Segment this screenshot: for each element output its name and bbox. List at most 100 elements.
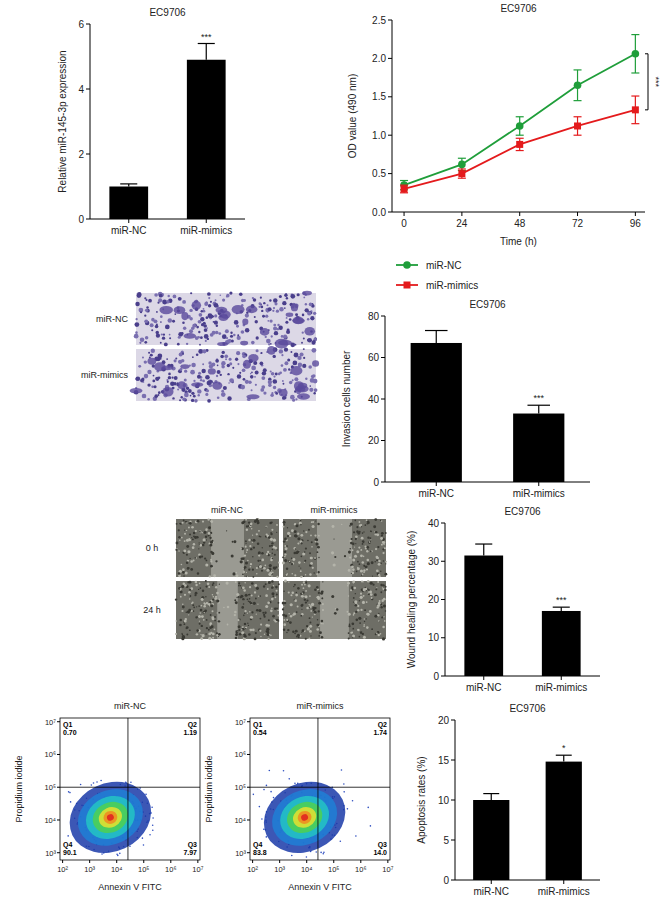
density-contour bbox=[60, 769, 163, 860]
texture-dot bbox=[296, 611, 298, 613]
texture-dot bbox=[216, 599, 219, 602]
cell-dot bbox=[160, 315, 163, 318]
texture-dot bbox=[381, 544, 383, 546]
texture-dot bbox=[183, 623, 185, 625]
significance: *** bbox=[533, 393, 544, 403]
plot-area bbox=[400, 35, 639, 193]
cell-dot bbox=[239, 372, 241, 374]
texture-dot bbox=[288, 581, 289, 582]
texture-dot bbox=[258, 629, 261, 632]
cell-dot bbox=[226, 296, 228, 298]
texture-dot bbox=[210, 604, 213, 607]
density-contour bbox=[79, 788, 142, 847]
error-line bbox=[483, 544, 484, 555]
texture-dot bbox=[304, 562, 305, 563]
texture-dot bbox=[241, 606, 244, 609]
cell-dot bbox=[160, 321, 162, 323]
texture-dot bbox=[238, 585, 240, 587]
texture-dot bbox=[196, 606, 197, 607]
error-cap bbox=[516, 138, 524, 139]
cell-dot bbox=[168, 373, 171, 376]
y-axis bbox=[90, 24, 91, 219]
texture-dot bbox=[196, 557, 197, 558]
texture-dot bbox=[370, 551, 372, 553]
texture-dot bbox=[205, 585, 207, 587]
texture-dot bbox=[371, 628, 373, 630]
texture-dot bbox=[272, 553, 273, 554]
texture-dot bbox=[245, 543, 246, 544]
texture-dot bbox=[244, 554, 246, 556]
texture-dot bbox=[258, 530, 260, 532]
texture-dot bbox=[267, 638, 269, 640]
texture-dot bbox=[203, 538, 206, 541]
cell-dot bbox=[263, 391, 266, 394]
texture-dot bbox=[199, 583, 201, 585]
cell-dot bbox=[287, 359, 290, 362]
texture-dot bbox=[182, 522, 184, 524]
error-bar bbox=[631, 35, 639, 73]
cell-dot bbox=[140, 338, 145, 343]
texture-dot bbox=[248, 521, 250, 523]
cell-dot bbox=[311, 341, 315, 345]
image-background bbox=[136, 293, 316, 345]
cell-dot bbox=[210, 301, 212, 303]
texture-dot bbox=[294, 584, 296, 586]
texture-dot bbox=[249, 545, 251, 547]
texture-dot bbox=[282, 608, 284, 610]
texture-dot bbox=[346, 611, 348, 613]
cell-dot bbox=[214, 303, 219, 308]
texture-dot bbox=[300, 555, 302, 557]
texture-dot bbox=[293, 612, 296, 615]
texture-dot bbox=[350, 632, 352, 634]
y-tick-label: 2.5 bbox=[372, 15, 386, 26]
cell-dot bbox=[297, 293, 300, 296]
texture-dot bbox=[352, 580, 355, 583]
cell-dot bbox=[226, 294, 230, 298]
texture-dot bbox=[276, 532, 277, 533]
texture-dot bbox=[303, 576, 304, 577]
cell-dot bbox=[191, 363, 196, 368]
texture-dot bbox=[241, 547, 244, 550]
texture-dot bbox=[178, 536, 180, 538]
texture-dot bbox=[200, 587, 202, 589]
density-dot bbox=[152, 824, 154, 826]
cell-dot bbox=[284, 347, 288, 351]
texture-dot bbox=[350, 542, 353, 545]
error-cap bbox=[574, 116, 582, 117]
texture-dot bbox=[353, 587, 356, 590]
texture-dot bbox=[376, 569, 379, 572]
row-label: 24 h bbox=[143, 605, 161, 615]
texture-dot bbox=[273, 539, 276, 542]
y-tick bbox=[57, 852, 60, 853]
texture-dot bbox=[286, 567, 289, 570]
cell-dot bbox=[237, 334, 239, 336]
texture-dot bbox=[344, 555, 346, 557]
texture-dot bbox=[256, 587, 259, 590]
density-dot bbox=[100, 780, 102, 782]
cell-dot bbox=[271, 372, 275, 376]
y-tick-label: 10 bbox=[428, 632, 440, 643]
x-tick bbox=[128, 219, 129, 223]
texture-dot bbox=[261, 570, 263, 572]
bar-chart: EC97060246Relative miR-145-3p expression… bbox=[57, 7, 245, 236]
texture-dot bbox=[302, 552, 305, 555]
x-tick bbox=[170, 860, 171, 863]
texture-dot bbox=[266, 569, 269, 572]
error-cap bbox=[574, 135, 582, 136]
texture-dot bbox=[363, 571, 365, 573]
texture-dot bbox=[289, 561, 290, 562]
texture-dot bbox=[382, 626, 385, 629]
cell-dot bbox=[259, 302, 262, 305]
cell-dot bbox=[142, 394, 147, 399]
x-tick-label: 10⁷ bbox=[192, 865, 203, 874]
density-dot bbox=[270, 791, 272, 793]
texture-dot bbox=[182, 606, 185, 609]
cell-dot bbox=[313, 392, 315, 394]
density-dot bbox=[69, 792, 71, 794]
cell-dot bbox=[303, 337, 305, 339]
density-dot bbox=[101, 853, 103, 855]
legend-item: miR-mimics bbox=[396, 280, 478, 291]
texture-dot bbox=[358, 547, 360, 549]
cell-dot bbox=[179, 353, 183, 357]
texture-dot bbox=[384, 573, 387, 576]
